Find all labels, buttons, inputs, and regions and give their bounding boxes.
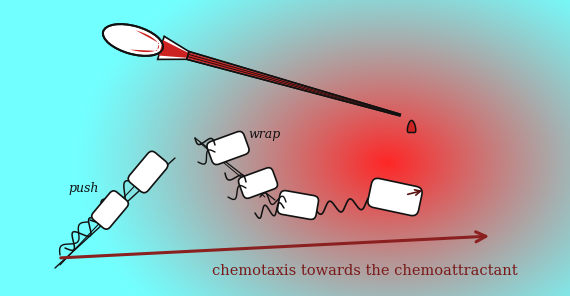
- Polygon shape: [131, 30, 159, 52]
- FancyBboxPatch shape: [92, 191, 128, 229]
- Text: push: push: [68, 182, 99, 195]
- FancyBboxPatch shape: [128, 151, 168, 193]
- Polygon shape: [187, 52, 400, 116]
- Polygon shape: [158, 36, 189, 59]
- Text: wrap: wrap: [248, 128, 280, 141]
- FancyBboxPatch shape: [278, 191, 319, 219]
- FancyBboxPatch shape: [238, 168, 278, 198]
- Polygon shape: [159, 40, 189, 58]
- Ellipse shape: [103, 24, 163, 56]
- Text: chemotaxis towards the chemoattractant: chemotaxis towards the chemoattractant: [212, 264, 518, 278]
- Polygon shape: [187, 52, 400, 115]
- Polygon shape: [408, 120, 416, 133]
- FancyBboxPatch shape: [368, 178, 422, 216]
- FancyBboxPatch shape: [207, 131, 249, 165]
